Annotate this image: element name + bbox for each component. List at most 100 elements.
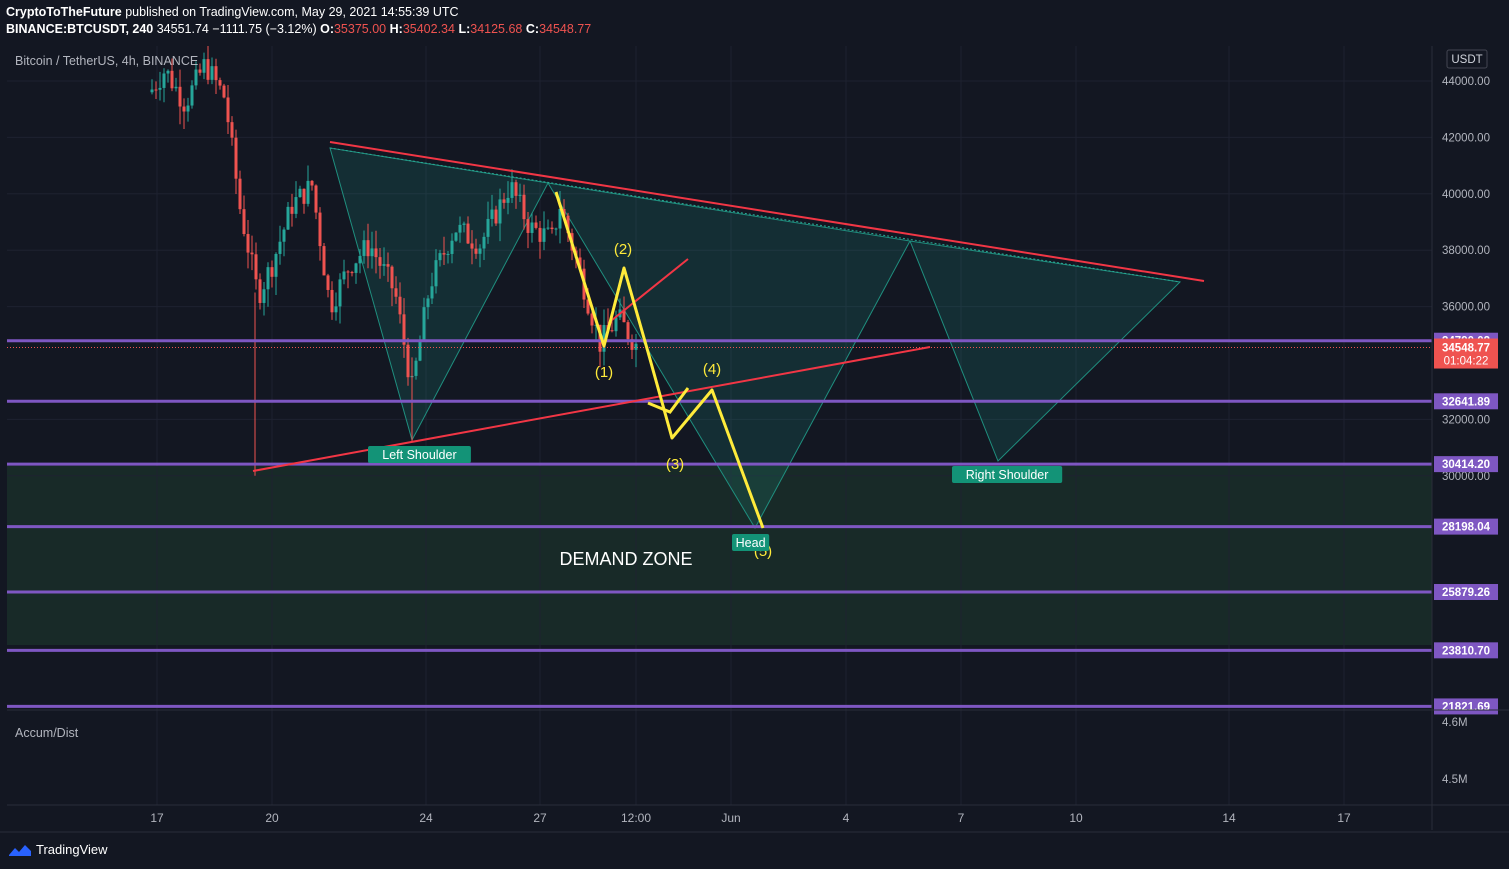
candle-body [510, 182, 514, 198]
time-tick-label: 4 [843, 811, 850, 825]
candle-body [182, 106, 186, 112]
candle-body [374, 248, 378, 258]
candle-body [266, 267, 270, 290]
horizontal-levels [7, 339, 1432, 708]
grid [7, 46, 1432, 805]
candle-body [462, 223, 466, 225]
candle-body [546, 227, 550, 229]
demand-zone-label: DEMAND ZONE [559, 549, 692, 569]
indicator-pane[interactable]: Accum/Dist 4.6M 4.5M [7, 709, 1509, 786]
left-shoulder-label: Left Shoulder [382, 448, 456, 462]
candle-body [250, 252, 254, 255]
candle-body [430, 286, 434, 299]
tradingview-logo-icon [9, 844, 31, 856]
wave-label: (2) [614, 241, 632, 258]
trend-lines [252, 141, 1205, 472]
candle-body [358, 255, 362, 264]
candle-body [370, 248, 374, 257]
candle-body [222, 85, 226, 98]
candle-body [514, 182, 518, 196]
candle-body [426, 298, 430, 308]
left-shoulder-label-box [368, 446, 471, 463]
price-tick-label: 30000.00 [1442, 471, 1490, 483]
short-trendline [611, 258, 689, 321]
level-price-label: 30414.20 [1442, 459, 1490, 471]
candle-body [438, 253, 442, 261]
candle-body [474, 248, 478, 254]
candle-body [454, 232, 458, 241]
candle-body [534, 222, 538, 228]
axis-background [1432, 46, 1509, 805]
time-tick-label: 17 [150, 811, 164, 825]
left-shoulder-triangle [329, 147, 549, 442]
price-axis[interactable]: 44000.00 42000.00 40000.00 38000.00 36000.00… [1431, 46, 1509, 830]
candle-body [314, 185, 318, 213]
candle-body [186, 105, 190, 112]
candle-body [422, 307, 426, 342]
candle-body [190, 85, 194, 106]
candle-body [234, 137, 238, 179]
candle-body [562, 208, 566, 216]
candle-body [602, 325, 606, 352]
candle-body [558, 208, 562, 229]
candle-body [382, 264, 386, 266]
candle-body [206, 59, 210, 80]
candle-body [270, 267, 274, 277]
price-tick-label: 44000.00 [1442, 76, 1490, 88]
candle-body [294, 197, 298, 214]
candle-body [622, 309, 626, 323]
candle-body [278, 241, 282, 254]
wave-label: (4) [703, 361, 721, 378]
low-label: L: [458, 22, 471, 36]
candle-body [326, 275, 330, 290]
candle-body [578, 257, 582, 269]
symbol: BINANCE:BTCUSDT, 240 [6, 22, 154, 36]
current-price-label: 34548.77 [1442, 343, 1490, 355]
right-shoulder-label: Right Shoulder [966, 468, 1049, 482]
candle-body [442, 253, 446, 255]
publish-line: CryptoToTheFuture published on TradingVi… [6, 5, 459, 19]
candle-body [198, 69, 202, 73]
high-value: 35402.34 [402, 22, 455, 36]
time-tick-label: 17 [1337, 811, 1351, 825]
candle-body [334, 306, 338, 313]
candle-body [346, 271, 350, 273]
candle-body [230, 122, 234, 138]
candle-body [218, 80, 222, 86]
candle-body [414, 360, 418, 376]
candle-body [226, 97, 230, 123]
candle-body [478, 248, 482, 254]
descending-trendline [329, 141, 1205, 282]
time-axis[interactable]: 17 20 24 27 12:00 Jun 4 7 10 14 17 [0, 804, 1509, 833]
candle-body [630, 339, 634, 350]
indicator-tick-label: 4.5M [1442, 774, 1468, 786]
candle-body [502, 199, 506, 203]
candle-body [486, 218, 490, 237]
level-price-tag [1434, 642, 1498, 659]
candle-body [610, 330, 614, 332]
candle-body [302, 188, 306, 204]
time-tick-label: 20 [265, 811, 279, 825]
candle-body [242, 209, 246, 235]
time-tick-label: 12:00 [621, 811, 651, 825]
candle-body [402, 314, 406, 345]
author-name[interactable]: CryptoToTheFuture [6, 5, 122, 19]
tradingview-brand[interactable]: TradingView [8, 842, 108, 857]
last-price: 34551.74 [156, 22, 209, 36]
candle-body [362, 240, 366, 256]
high-label: H: [389, 22, 403, 36]
close-value: 34548.77 [539, 22, 592, 36]
candle-body [262, 289, 266, 303]
candle-body [158, 87, 162, 90]
low-value: 34125.68 [470, 22, 523, 36]
candle-body [494, 209, 498, 224]
brand-label: TradingView [36, 842, 108, 857]
open-label: O: [320, 22, 334, 36]
level-price-tag [1434, 518, 1498, 535]
candle-body [526, 219, 530, 233]
candle-body [470, 243, 474, 249]
close-label: C: [525, 22, 540, 36]
candle-body [162, 73, 166, 88]
candle-body [386, 264, 390, 267]
